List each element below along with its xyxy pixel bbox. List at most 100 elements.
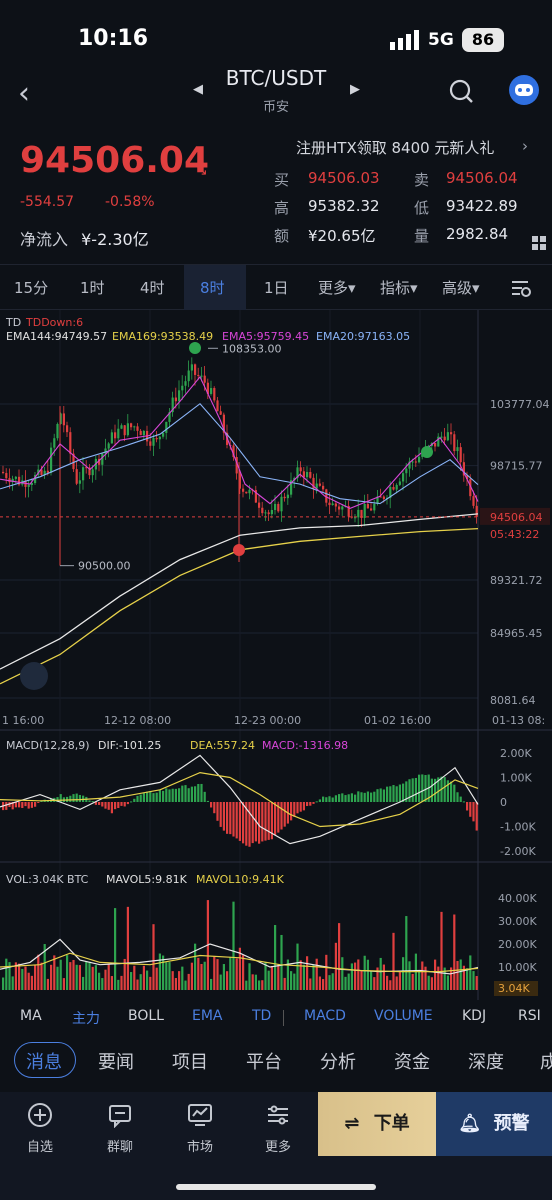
macd-histogram-bar	[411, 778, 414, 802]
macd-histogram-bar	[398, 784, 401, 802]
timeframe-tab[interactable]: 指标▾	[380, 279, 418, 297]
order-button-label: 下单	[373, 1113, 410, 1134]
volume-bar	[123, 958, 126, 990]
volume-bar	[280, 934, 283, 990]
nav-more[interactable]: 更多	[248, 1102, 308, 1155]
indicator-tab[interactable]: VOLUME	[374, 1008, 433, 1024]
indicator-tab[interactable]: 主力	[72, 1011, 100, 1027]
candle-body	[101, 453, 104, 465]
news-tab[interactable]: 要闻	[98, 1052, 134, 1073]
indicator-tab[interactable]: EMA	[192, 1008, 223, 1024]
order-button[interactable]: ⇌ 下单	[318, 1092, 436, 1156]
prev-pair-icon[interactable]: ◀	[193, 82, 203, 97]
candle-body	[8, 478, 11, 483]
indicator-tab[interactable]: MACD	[304, 1008, 346, 1024]
candle-body	[126, 423, 129, 436]
candle-body	[270, 510, 273, 515]
macd-histogram-bar	[110, 802, 113, 814]
candle-body	[331, 503, 334, 506]
volume-bar	[8, 962, 11, 990]
volume-bar	[437, 966, 440, 990]
macd-histogram-bar	[242, 802, 245, 844]
indicator-tab[interactable]: MA	[20, 1008, 42, 1024]
zoom-reset-icon[interactable]	[20, 662, 48, 690]
price-axis-label: 103777.04	[490, 398, 550, 411]
macd-histogram-bar	[283, 802, 286, 827]
volume-bar	[446, 975, 449, 990]
candle-body	[50, 447, 53, 473]
volume-bar	[302, 964, 305, 990]
macd-histogram-bar	[437, 777, 440, 802]
volume-bar	[267, 970, 270, 990]
candle-body	[152, 438, 155, 446]
promo-banner[interactable]: 注册HTX领取 8400 元新人礼	[296, 139, 495, 157]
timeframe-tab[interactable]: 1日	[264, 279, 289, 297]
macd-histogram-bar	[264, 802, 267, 841]
volume-bar	[88, 961, 91, 990]
search-icon[interactable]	[448, 78, 474, 104]
volume-bar	[107, 963, 110, 990]
back-icon[interactable]: ‹	[18, 76, 30, 111]
timeframe-tab[interactable]: 8时	[200, 279, 225, 297]
robot-assistant-icon[interactable]	[508, 74, 540, 106]
macd-histogram-bar	[27, 802, 30, 809]
news-tab[interactable]: 成	[540, 1052, 552, 1073]
net-inflow-value: ¥-2.30亿	[81, 230, 149, 249]
grid-icon[interactable]	[532, 236, 546, 250]
news-tab[interactable]: 深度	[468, 1052, 504, 1073]
macd-histogram-bar	[469, 802, 472, 817]
candle-body	[149, 441, 152, 446]
macd-histogram-bar	[165, 788, 168, 802]
news-tab[interactable]: 资金	[394, 1052, 430, 1073]
chevron-right-icon[interactable]: ›	[522, 137, 528, 155]
indicator-tab[interactable]: BOLL	[128, 1008, 164, 1024]
chart-settings-icon[interactable]	[510, 278, 532, 298]
pair-title[interactable]: BTC/USDT	[225, 66, 327, 90]
alert-button[interactable]: 🔔︎ 预警	[436, 1092, 552, 1156]
volume-axis-label: 10.00K	[498, 961, 537, 974]
news-tab[interactable]: 消息	[26, 1052, 62, 1073]
candle-body	[123, 425, 126, 436]
time-axis-label: 01-02 16:00	[364, 714, 431, 727]
nav-chat[interactable]: 群聊	[90, 1102, 150, 1155]
macd-axis-label: 1.00K	[500, 772, 532, 785]
candle-body	[296, 467, 299, 479]
candle-body	[312, 477, 315, 489]
candle-body	[104, 448, 107, 454]
timeframe-tab[interactable]: 更多▾	[318, 279, 356, 297]
macd-histogram-bar	[216, 802, 219, 821]
candle-body	[402, 473, 405, 482]
macd-histogram-bar	[210, 802, 213, 808]
swap-icon: ⇌	[344, 1113, 360, 1134]
candle-body	[370, 508, 373, 511]
indicator-tab[interactable]: TD	[252, 1008, 272, 1024]
candle-body	[5, 473, 8, 479]
volume-bar	[347, 973, 350, 990]
candle-body	[194, 364, 197, 375]
time-axis-label: 01-13 08:	[492, 714, 545, 727]
timeframe-tab[interactable]: 高级▾	[442, 279, 480, 297]
news-tab[interactable]: 平台	[246, 1052, 282, 1073]
timeframe-tab[interactable]: 1时	[80, 279, 105, 297]
timeframe-tab[interactable]: 15分	[14, 279, 49, 297]
macd-histogram-bar	[203, 791, 206, 802]
candle-body	[34, 475, 37, 484]
nav-watchlist[interactable]: 自选	[10, 1102, 70, 1155]
next-pair-icon[interactable]: ▶	[350, 82, 360, 97]
nav-market[interactable]: 市场	[170, 1102, 230, 1155]
candle-body	[325, 489, 328, 503]
macd-histogram-bar	[466, 802, 469, 811]
candle-body	[78, 480, 81, 484]
candle-body	[216, 400, 219, 412]
indicator-tab[interactable]: RSI	[518, 1008, 541, 1024]
volume-bar	[261, 980, 264, 990]
indicator-tab[interactable]: KDJ	[462, 1008, 487, 1024]
news-tab[interactable]: 项目	[172, 1052, 208, 1073]
news-tab[interactable]: 分析	[320, 1052, 356, 1073]
timeframe-tab[interactable]: 4时	[140, 279, 165, 297]
volume-bar	[277, 964, 280, 990]
volume-tag: 3.04K	[498, 982, 530, 995]
volume-bar	[11, 976, 14, 990]
volume-bar	[37, 954, 40, 990]
